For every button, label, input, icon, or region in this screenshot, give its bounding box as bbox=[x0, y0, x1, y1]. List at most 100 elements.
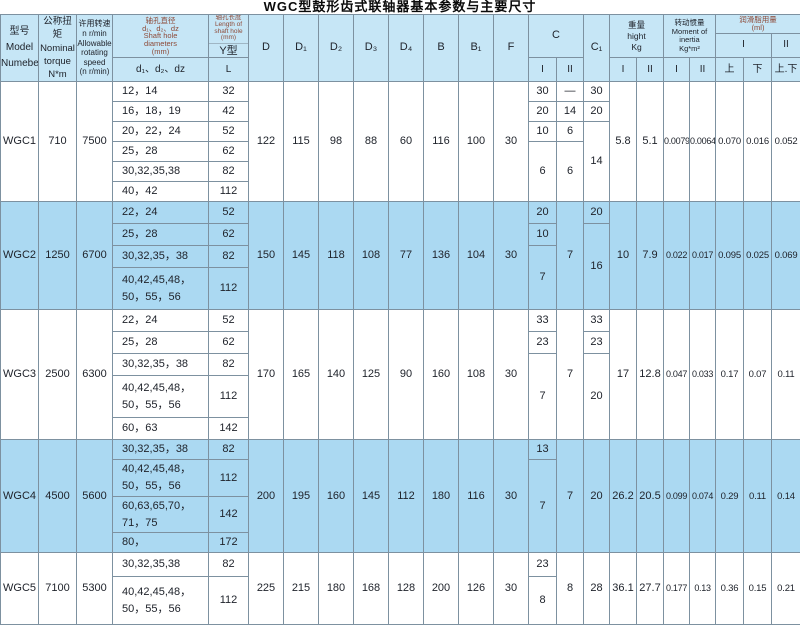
bore-list-cell: 40,42,45,48，50，55，56 bbox=[112, 459, 209, 498]
c1-cell: 20 bbox=[583, 201, 611, 225]
bore-length-cell: 112 bbox=[208, 576, 249, 625]
bore-list-cell: 40,42,45,48，50，55，56 bbox=[112, 267, 209, 311]
grease-updown-cell: 0.052 bbox=[771, 81, 800, 203]
dim-B-cell: 136 bbox=[423, 201, 459, 311]
grease-down-cell: 0.016 bbox=[743, 81, 773, 203]
bore-list-cell: 40,42,45,48，50，55，56 bbox=[112, 576, 209, 625]
header-bore-len-zh: 轴孔长度 bbox=[215, 14, 242, 22]
dim-D4-cell: 90 bbox=[388, 309, 424, 441]
header-grease-up: 上 bbox=[715, 57, 745, 83]
grease-down-cell: 0.11 bbox=[743, 439, 773, 554]
header-model-en2: Numeber bbox=[1, 58, 39, 70]
bore-length-cell: 112 bbox=[208, 267, 249, 311]
c-II-cell: — bbox=[555, 81, 585, 103]
bore-list-cell: 30,32,35,38 bbox=[112, 161, 209, 183]
dim-F-cell: 30 bbox=[493, 552, 529, 625]
dim-F-cell: 30 bbox=[493, 309, 529, 441]
bore-list-cell: 80， bbox=[112, 532, 209, 554]
dim-D-cell: 122 bbox=[248, 81, 284, 203]
coupling-spec-table: 型号 Model Numeber 公称扭矩 Nominal torque N*m… bbox=[0, 13, 800, 625]
grease-down-cell: 0.07 bbox=[743, 309, 773, 441]
dim-F-cell: 30 bbox=[493, 201, 529, 311]
grease-up-cell: 0.36 bbox=[715, 552, 745, 625]
grease-updown-cell: 0.069 bbox=[771, 201, 800, 311]
header-speed-sub: n r/min bbox=[82, 29, 107, 39]
bore-length-cell: 42 bbox=[208, 101, 249, 123]
grease-up-cell: 0.17 bbox=[715, 309, 745, 441]
dim-B-cell: 160 bbox=[423, 309, 459, 441]
header-inertia-zh: 转动惯量 bbox=[674, 17, 705, 27]
c-I-cell: 20 bbox=[528, 101, 557, 123]
header-dim-B: B bbox=[423, 13, 459, 83]
dim-D2-cell: 140 bbox=[318, 309, 354, 441]
torque-cell: 2500 bbox=[38, 309, 77, 441]
dim-D4-cell: 77 bbox=[388, 201, 424, 311]
bore-length-cell: 82 bbox=[208, 161, 249, 183]
bore-list-cell: 30,32,35，38 bbox=[112, 439, 209, 461]
bore-list-cell: 25，28 bbox=[112, 141, 209, 163]
header-model: 型号 Model Numeber bbox=[0, 13, 39, 83]
header-C-II: II bbox=[555, 57, 585, 83]
c-I-cell: 7 bbox=[528, 245, 557, 311]
c-II-cell: 14 bbox=[555, 101, 585, 123]
dim-F-cell: 30 bbox=[493, 81, 529, 203]
bore-length-cell: 52 bbox=[208, 309, 249, 333]
bore-length-cell: 112 bbox=[208, 459, 249, 498]
model-name-cell: WGC4 bbox=[0, 439, 39, 554]
header-grease-II: II bbox=[771, 32, 800, 59]
c1-cell: 20 bbox=[583, 439, 611, 554]
bore-length-cell: 32 bbox=[208, 81, 249, 103]
dim-F-cell: 30 bbox=[493, 439, 529, 554]
header-torque: 公称扭矩 Nominal torque N*m bbox=[38, 13, 77, 83]
header-bore-dia-sym: d₁、d₂、dz bbox=[142, 23, 179, 33]
header-torque-zh: 公称扭矩 bbox=[43, 16, 72, 41]
header-bore-dia-unit: (mm) bbox=[151, 46, 170, 56]
header-C-I: I bbox=[528, 57, 557, 83]
dim-B-cell: 180 bbox=[423, 439, 459, 554]
c1-cell: 14 bbox=[583, 121, 611, 203]
c-I-cell: 7 bbox=[528, 353, 557, 441]
bore-list-cell: 16，18，19 bbox=[112, 101, 209, 123]
header-bore-dia-zh: 轴孔直径 bbox=[145, 16, 176, 26]
dim-D1-cell: 195 bbox=[283, 439, 319, 554]
dim-D2-cell: 180 bbox=[318, 552, 354, 625]
bore-list-cell: 30,32,35，38 bbox=[112, 245, 209, 269]
c-II-cell: 6 bbox=[555, 141, 585, 203]
dim-B1-cell: 116 bbox=[458, 439, 494, 554]
weight-I-cell: 10 bbox=[609, 201, 638, 311]
c-II-cell: 8 bbox=[555, 552, 585, 625]
header-dim-D: D bbox=[248, 13, 284, 83]
bore-length-cell: 112 bbox=[208, 181, 249, 203]
weight-II-cell: 7.9 bbox=[636, 201, 665, 311]
torque-cell: 7100 bbox=[38, 552, 77, 625]
header-grease-I: I bbox=[715, 32, 773, 59]
c-I-cell: 6 bbox=[528, 141, 557, 203]
c1-cell: 16 bbox=[583, 223, 611, 311]
header-weight-II: II bbox=[636, 57, 665, 83]
header-grease: 润滑脂用量 (ml) bbox=[715, 14, 800, 34]
inertia-I-cell: 0.0079 bbox=[663, 81, 691, 203]
header-C: C bbox=[527, 13, 585, 59]
header-weight-en: hight bbox=[627, 30, 646, 41]
header-model-en1: Model bbox=[5, 42, 34, 54]
bore-length-cell: 82 bbox=[208, 245, 249, 269]
inertia-I-cell: 0.022 bbox=[663, 201, 691, 311]
page-title: WGC型鼓形齿式联轴器基本参数与主要尺寸 bbox=[263, 0, 537, 14]
weight-I-cell: 17 bbox=[609, 309, 638, 441]
speed-cell: 6300 bbox=[76, 309, 113, 441]
bore-length-cell: 62 bbox=[208, 331, 249, 355]
dim-D3-cell: 168 bbox=[353, 552, 389, 625]
model-name-cell: WGC3 bbox=[0, 309, 39, 441]
header-bore-len-en2: shaft hole bbox=[214, 27, 243, 35]
speed-cell: 5600 bbox=[76, 439, 113, 554]
header-torque-en1: Nominal bbox=[40, 42, 75, 54]
bore-length-cell: 112 bbox=[208, 375, 249, 419]
c-I-cell: 10 bbox=[528, 223, 557, 247]
bore-length-cell: 82 bbox=[208, 439, 249, 461]
bore-length-cell: 62 bbox=[208, 223, 249, 247]
c-II-cell: 7 bbox=[555, 439, 585, 554]
inertia-II-cell: 0.074 bbox=[689, 439, 717, 554]
dim-D-cell: 200 bbox=[248, 439, 284, 554]
torque-cell: 1250 bbox=[38, 201, 77, 311]
bore-list-cell: 60，63 bbox=[112, 417, 209, 441]
